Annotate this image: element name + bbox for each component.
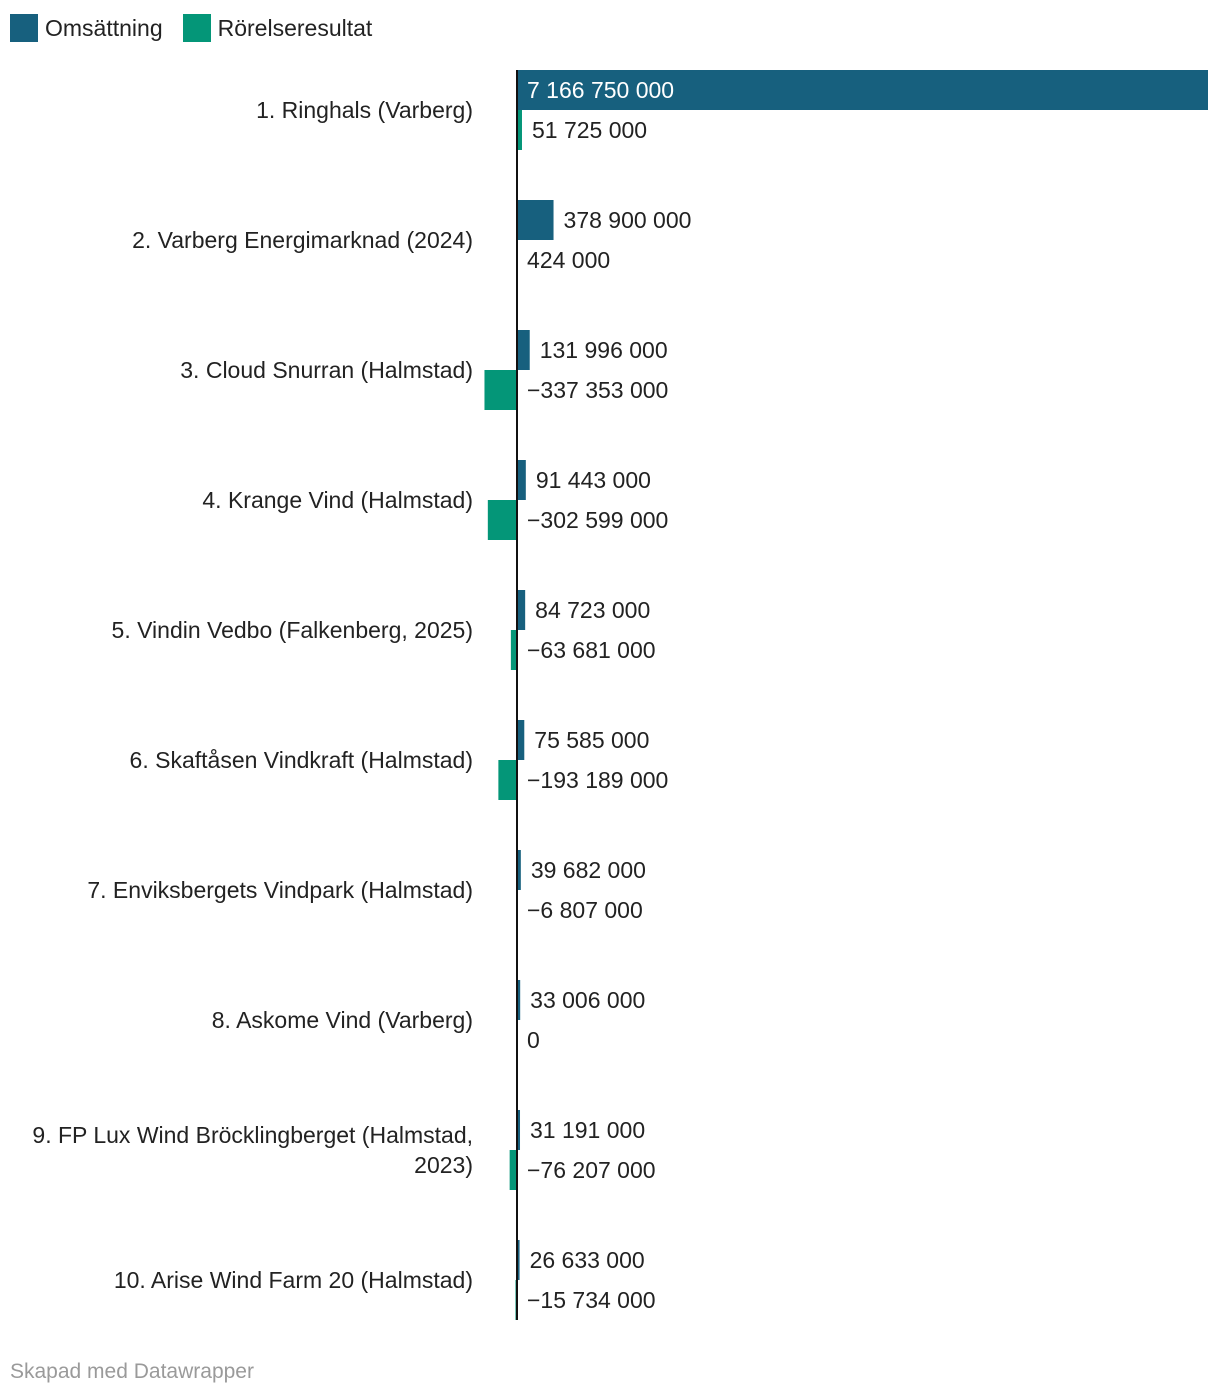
bar-rorelseresultat (487, 500, 517, 540)
legend-label-omsattning: Omsättning (45, 14, 163, 41)
bar-omsattning (517, 720, 525, 760)
category-label: 4. Krange Vind (Halmstad) (202, 487, 473, 513)
bar-rorelseresultat (484, 370, 517, 410)
data-label: 424 000 (527, 247, 610, 273)
legend: Omsättning Rörelseresultat (10, 14, 392, 42)
footer-credit: Skapad med Datawrapper (10, 1360, 254, 1383)
data-label: 7 166 750 000 (527, 77, 674, 103)
data-label: 51 725 000 (532, 117, 647, 143)
data-label: −15 734 000 (527, 1287, 656, 1313)
bar-omsattning (517, 590, 526, 630)
bar-omsattning (517, 850, 521, 890)
data-label: 131 996 000 (540, 337, 668, 363)
data-label: 0 (527, 1027, 540, 1053)
data-label: −337 353 000 (527, 377, 668, 403)
bar-omsattning (517, 70, 1208, 110)
bar-omsattning (517, 980, 521, 1020)
data-label: −193 189 000 (527, 767, 668, 793)
bar-rorelseresultat (509, 1150, 517, 1190)
legend-swatch-omsattning (10, 14, 38, 42)
category-label: 6. Skaftåsen Vindkraft (Halmstad) (130, 747, 473, 773)
data-label: −6 807 000 (527, 897, 643, 923)
data-label: 33 006 000 (530, 987, 645, 1013)
category-label: 9. FP Lux Wind Bröcklingberget (Halmstad… (32, 1122, 473, 1178)
bar-omsattning (517, 460, 526, 500)
data-label: −302 599 000 (527, 507, 668, 533)
category-label: 7. Enviksbergets Vindpark (Halmstad) (87, 877, 473, 903)
data-label: 31 191 000 (530, 1117, 645, 1143)
bar-rorelseresultat (498, 760, 517, 800)
data-label: 75 585 000 (534, 727, 649, 753)
data-label: 84 723 000 (535, 597, 650, 623)
category-label: 5. Vindin Vedbo (Falkenberg, 2025) (112, 617, 473, 643)
data-label: 378 900 000 (564, 207, 692, 233)
category-label: 2. Varberg Energimarknad (2024) (132, 227, 473, 253)
bar-omsattning (517, 330, 530, 370)
category-label: 1. Ringhals (Varberg) (256, 97, 473, 123)
bar-omsattning (517, 1110, 521, 1150)
bar-omsattning (517, 1240, 520, 1280)
category-label: 3. Cloud Snurran (Halmstad) (180, 357, 473, 383)
legend-item-rorelseresultat: Rörelseresultat (182, 14, 373, 42)
data-label: 39 682 000 (531, 857, 646, 883)
data-label: 26 633 000 (530, 1247, 645, 1273)
bar-rorelseresultat (517, 110, 522, 150)
data-label: −63 681 000 (527, 637, 656, 663)
data-label: −76 207 000 (527, 1157, 656, 1183)
legend-swatch-rorelseresultat (182, 14, 211, 42)
legend-item-omsattning: Omsättning (10, 14, 163, 42)
bar-omsattning (517, 200, 554, 240)
bar-chart: 1. Ringhals (Varberg) 7 166 750 000 51 725… (32, 70, 1208, 1320)
data-label: 91 443 000 (536, 467, 651, 493)
category-label: 8. Askome Vind (Varberg) (212, 1007, 473, 1033)
category-label: 10. Arise Wind Farm 20 (Halmstad) (114, 1267, 473, 1293)
legend-label-rorelseresultat: Rörelseresultat (217, 14, 373, 41)
bar-rorelseresultat (510, 630, 517, 670)
